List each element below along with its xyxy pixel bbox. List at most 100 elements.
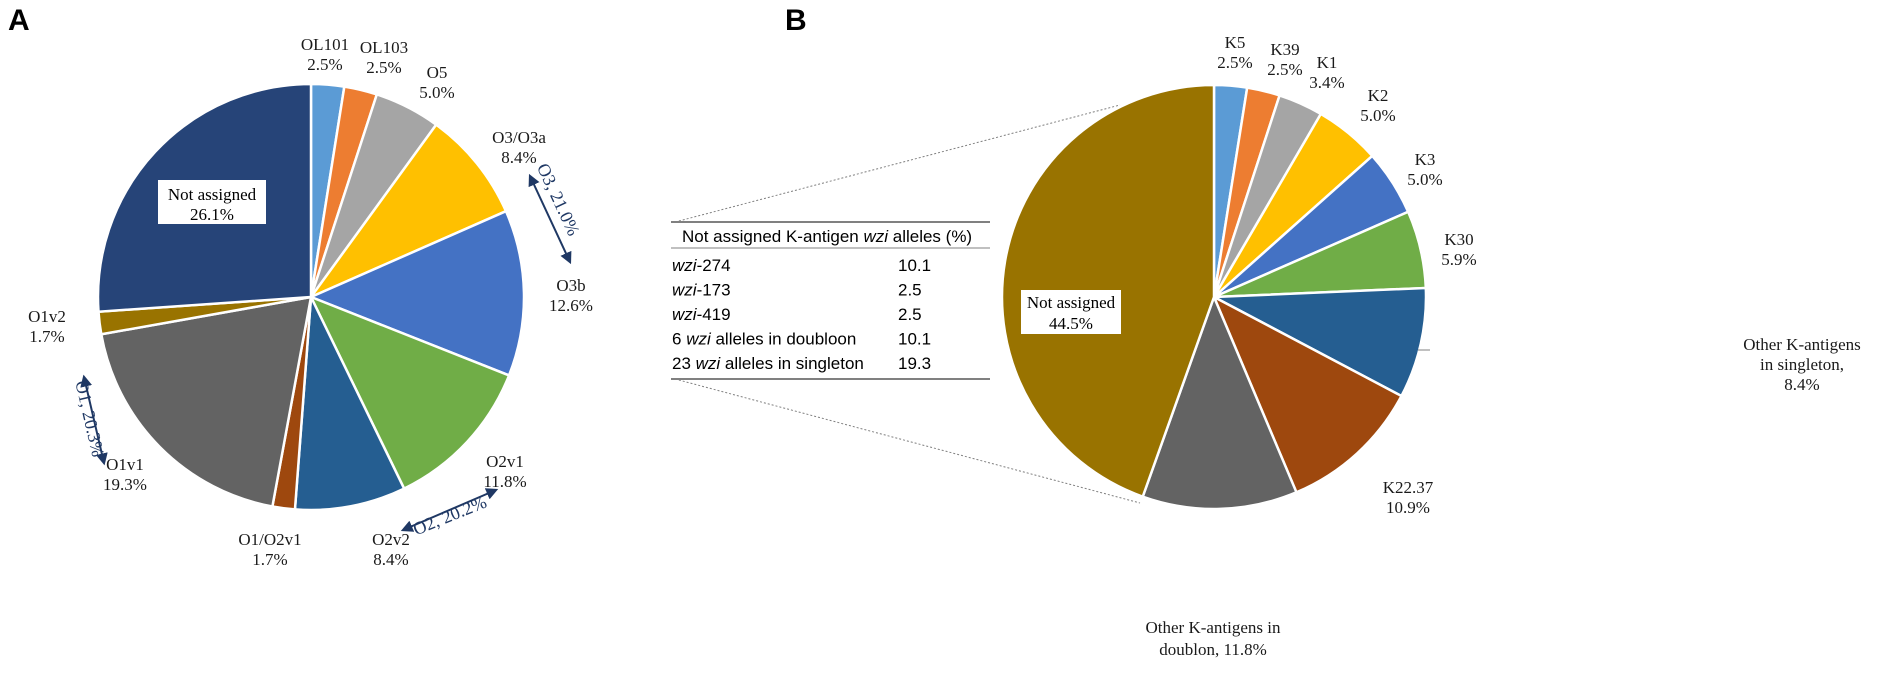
table-header: Not assigned K-antigen wzi alleles (%) — [682, 227, 972, 246]
slice-label-other-k-antigens-in-singleton: Other K-antigens in singleton, 8.4% — [1743, 335, 1861, 394]
slice-label-o1v1: O1v1 19.3% — [103, 455, 147, 494]
table-row-italic: wzi — [696, 354, 722, 373]
slice-label-not-assigned: Not assigned 44.5% — [1027, 293, 1116, 333]
group-label-o2-20-2: O2, 20.2% — [410, 492, 489, 540]
table-row-label: wzi-419 — [672, 305, 731, 324]
slice-label-name: O2v1 — [486, 452, 524, 471]
slice-label-k5-line: K5 — [1225, 33, 1246, 52]
slice-label-k1-line: K1 — [1317, 53, 1338, 72]
pie-chart-b: K5 2.5%K39 2.5% K1 3.4%K2 5.0%K3 5.0%K30 5.9%Ot… — [671, 33, 1861, 659]
slice-label-value: 2.5% — [366, 58, 401, 77]
slice-label-k30: K30 5.9% — [1441, 230, 1476, 269]
slice-label-other-k-antigens-in-singleton-line: Other K-antigens — [1743, 335, 1861, 354]
wzi-allele-table: Not assigned K-antigen wzi alleles (%)wz… — [671, 221, 990, 380]
table-header-post: alleles (%) — [888, 227, 972, 246]
table-row-label: 6 wzi alleles in doubloon — [672, 330, 856, 349]
table-row-post: -419 — [697, 305, 731, 324]
slice-o3b — [307, 209, 526, 378]
callout-line-top — [674, 104, 1121, 223]
slice-label-name: Not assigned — [168, 185, 257, 204]
slice-label-k1: K1 3.4% — [1309, 53, 1344, 92]
not-assigned-label-box — [158, 180, 266, 224]
slice-o3-o3a — [307, 122, 508, 301]
slice-other-k-antigens-in-singleton — [1209, 286, 1428, 398]
group-label-o1-20-3: O1, 20.3% — [71, 379, 108, 459]
slice-k22-37 — [1211, 294, 1404, 494]
slice-label-value: 1.7% — [29, 327, 64, 346]
table-row-label: 23 wzi alleles in singleton — [672, 354, 864, 373]
group-arrow-o2-20-2 — [400, 488, 499, 532]
slice-label-other-k-antigens-in-doublon-line: Other K-antigens in — [1145, 618, 1281, 637]
slice-label-k2-line: 5.0% — [1360, 106, 1395, 125]
slice-label-name: O1/O2v1 — [238, 530, 301, 549]
slice-label-k5: K5 2.5% — [1217, 33, 1252, 72]
slice-label-k3-line: 5.0% — [1407, 170, 1442, 189]
table-row-value: 19.3 — [898, 354, 931, 373]
slice-label-value: 5.0% — [419, 83, 454, 102]
slice-label-k2-line: K2 — [1368, 86, 1389, 105]
slice-label-value: 2.5% — [307, 55, 342, 74]
table-row-value: 10.1 — [898, 330, 931, 349]
table-row-italic: wzi — [672, 305, 698, 324]
slice-label-name: OL103 — [360, 38, 408, 57]
panel-a-letter: A — [8, 4, 30, 37]
slice-label-o2v1: O2v1 11.8% — [483, 452, 526, 491]
slice-label-o2v2: O2v2 8.4% — [372, 530, 410, 569]
not-assigned-label-box — [1021, 290, 1121, 334]
pie-chart-a: OL101 2.5%OL103 2.5% O5 5.0%O3/O3a 8.4%O3b 12.… — [28, 35, 593, 569]
slice-label-name: O5 — [427, 63, 448, 82]
slice-o2v2 — [293, 292, 406, 512]
slice-label-value: 11.8% — [483, 472, 526, 491]
slice-label-name: O2v2 — [372, 530, 410, 549]
slice-label-k30-line: K30 — [1444, 230, 1473, 249]
slice-label-k3: K3 5.0% — [1407, 150, 1442, 189]
slice-label-name: O1v2 — [28, 307, 66, 326]
slice-label-k3-line: K3 — [1415, 150, 1436, 169]
slice-label-k22-37: K22.37 10.9% — [1383, 478, 1434, 517]
table-row-post: alleles in singleton — [720, 354, 864, 373]
table-row-post: alleles in doubloon — [711, 330, 857, 349]
slice-label-ol103: OL103 2.5% — [360, 38, 408, 77]
slice-label-value: 8.4% — [373, 550, 408, 569]
slice-label-k1-line: 3.4% — [1309, 73, 1344, 92]
slice-label-k5-line: 2.5% — [1217, 53, 1252, 72]
group-arrow-o1-20-3 — [80, 374, 108, 466]
table-row-label: wzi-173 — [672, 281, 731, 300]
slice-label-o5: O5 5.0% — [419, 63, 454, 102]
slice-label-value: 1.7% — [252, 550, 287, 569]
panel-b-letter: B — [785, 4, 807, 37]
slice-label-name: O3b — [556, 276, 585, 295]
table-row-italic: wzi — [686, 330, 712, 349]
slice-label-k39-line: K39 — [1270, 40, 1299, 59]
table-row-post: -274 — [697, 256, 731, 275]
slice-o2v1 — [308, 294, 511, 491]
slice-label-k39-line: 2.5% — [1267, 60, 1302, 79]
slice-label-not-assigned: Not assigned 26.1% — [168, 185, 257, 224]
table-header-pre: Not assigned K-antigen — [682, 227, 863, 246]
table-row-pre: 6 — [672, 330, 686, 349]
slice-label-k30-line: 5.9% — [1441, 250, 1476, 269]
table-header-italic: wzi — [863, 227, 889, 246]
slice-label-k22-37-line: 10.9% — [1386, 498, 1430, 517]
slice-label-o3-o3a: O3/O3a 8.4% — [492, 128, 546, 167]
table-row-italic: wzi — [672, 256, 698, 275]
slice-label-other-k-antigens-in-doublon-line: doublon, 11.8% — [1159, 640, 1267, 659]
slice-label-value: 8.4% — [501, 148, 536, 167]
slice-label-ol101: OL101 2.5% — [301, 35, 349, 74]
slice-o1v1 — [99, 295, 313, 508]
slice-label-k2: K2 5.0% — [1360, 86, 1395, 125]
slice-label-not-assigned-line: 44.5% — [1049, 314, 1093, 333]
slice-label-other-k-antigens-in-singleton-line: 8.4% — [1784, 375, 1819, 394]
table-row-value: 2.5 — [898, 281, 922, 300]
slice-label-name: O3/O3a — [492, 128, 546, 147]
table-row-pre: 23 — [672, 354, 696, 373]
slice-label-k22-37-line: K22.37 — [1383, 478, 1434, 497]
table-row-value: 10.1 — [898, 256, 931, 275]
slice-label-other-k-antigens-in-singleton-line: in singleton, — [1760, 355, 1844, 374]
slice-label-o1-o2v1: O1/O2v1 1.7% — [238, 530, 301, 569]
slice-label-value: 19.3% — [103, 475, 147, 494]
slice-label-not-assigned-line: Not assigned — [1027, 293, 1116, 312]
slice-label-name: O1v1 — [106, 455, 144, 474]
table-row-post: -173 — [697, 281, 731, 300]
